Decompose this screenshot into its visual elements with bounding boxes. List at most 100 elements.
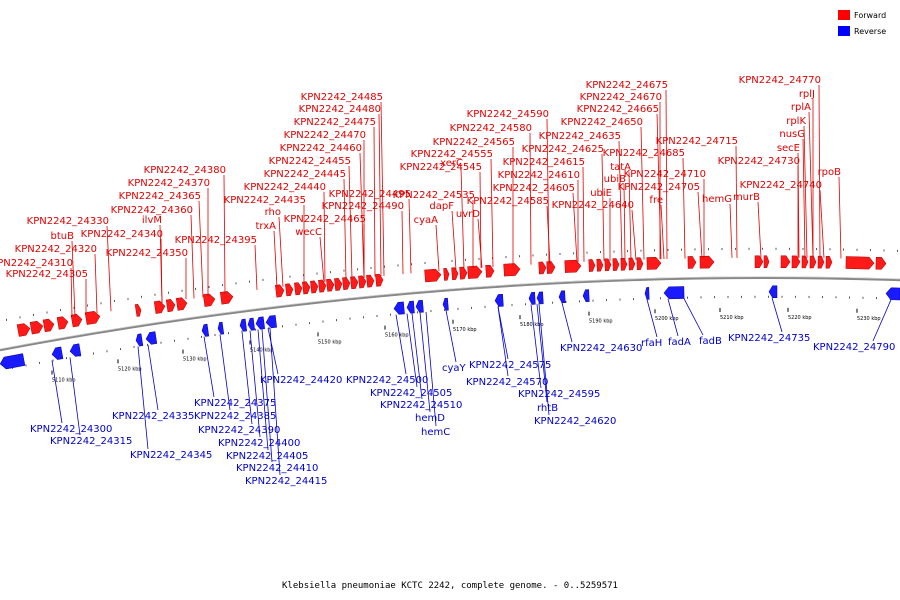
forward-gene-label: KPN2242_24770 [739,75,821,86]
forward-gene-arrow [175,297,188,311]
reverse-gene-label: KPN2242_24570 [466,377,548,388]
forward-leader-line [640,126,645,260]
forward-leader-line [808,111,814,258]
forward-genes [16,255,887,337]
reverse-leader-line [219,334,231,411]
forward-gene-label: KPN2242_24440 [244,182,326,193]
reverse-gene-label: KPN2242_24420 [260,375,342,386]
forward-leader-line [631,209,637,260]
reverse-gene-arrow [768,285,778,299]
forward-leader-line [601,153,605,262]
minor-tick [430,310,432,313]
reverse-leader-line [267,328,279,375]
forward-gene-arrow [817,255,825,269]
minor-tick [60,309,61,312]
forward-gene-arrow [16,323,31,337]
forward-leader-line [819,189,825,259]
reverse-gene-arrow [528,292,536,305]
tick-label: 5200 kbp [655,316,679,322]
forward-gene-arrow [275,284,285,298]
minor-tick [309,322,310,325]
forward-leader-line [546,205,551,264]
minor-tick [748,247,750,250]
forward-gene-label: KPN2242_24380 [144,165,226,176]
forward-gene-label: KPN2242_24635 [539,131,621,142]
forward-gene-label: KPN2242_24435 [224,195,306,206]
minor-tick [660,297,661,300]
forward-gene-arrow [443,268,450,281]
reverse-gene-arrow [885,287,900,301]
minor-tick [390,313,391,316]
minor-tick [262,278,264,281]
reverse-leader-line [536,304,548,403]
forward-gene-label: wecC [295,227,322,238]
minor-tick [160,341,162,344]
minor-tick [829,248,831,251]
reverse-leader-line [667,298,679,337]
minor-tick [322,320,324,323]
minor-tick [255,328,256,331]
reverse-leader-line [241,331,253,425]
minor-tick [295,323,297,326]
forward-leader-line [729,203,733,258]
minor-tick [754,295,756,298]
minor-tick [775,247,777,250]
tick-label: 5120 kbp [118,366,142,372]
reverse-gene-label: KPN2242_24595 [518,389,600,400]
minor-tick [795,295,796,298]
minor-tick [883,249,885,252]
forward-gene-label: uvrD [456,209,480,220]
minor-tick [336,319,337,322]
forward-gene-label: KPN2242_24365 [119,191,201,202]
forward-gene-arrow [754,255,764,269]
reverse-gene-arrow [239,318,248,332]
forward-gene-label: KPN2242_24685 [603,148,685,159]
genome-backbone [0,276,900,352]
forward-gene-label: KPN2242_24350 [106,248,188,259]
reverse-leader-line [137,346,149,450]
reverse-leader-line [683,298,704,336]
forward-gene-label: KPN2242_24470 [284,130,366,141]
reverse-leader-line [425,311,437,427]
minor-tick [214,333,216,336]
forward-gene-arrow [294,282,303,296]
minor-tick [519,255,520,258]
forward-gene-label: KPN2242_24740 [740,180,822,191]
minor-tick [133,345,135,348]
minor-tick [687,296,688,299]
forward-gene-arrow [42,318,55,333]
minor-tick [73,306,75,309]
forward-gene-arrow [596,258,604,272]
minor-tick [241,330,243,333]
minor-tick [532,254,534,257]
reverse-gene-label: KPN2242_24790 [813,342,895,353]
reverse-gene-arrow [663,286,685,300]
forward-gene-label: btuB [51,231,75,242]
reverse-leader-line [406,313,418,388]
reverse-gene-arrow [558,290,566,304]
minor-tick [181,289,183,292]
forward-gene-arrow [134,303,142,317]
forward-gene-arrow [825,255,833,269]
forward-leader-line [319,236,325,283]
forward-gene-arrow [358,275,367,289]
reverse-gene-label: hemD [415,413,445,424]
forward-gene-arrow [546,261,556,274]
genome-caption: Klebsiella pneumoniae KCTC 2242, complet… [282,581,618,591]
legend: Forward Reverse [838,10,886,36]
forward-gene-label: KPN2242_24545 [400,162,482,173]
minor-tick [714,296,715,299]
minor-tick [667,248,669,251]
reverse-gene-arrow [536,291,544,305]
forward-gene-labels: KPN2242_24305KPN2242_24310 KPN2242_24320 b… [0,75,841,280]
forward-gene-label: KPN2242_24490 [322,201,404,212]
forward-gene-label: KPN2242_24305 [6,269,88,280]
forward-gene-label: KPN2242_24640 [552,200,634,211]
forward-gene-label: KPN2242_24360 [111,205,193,216]
reverse-gene-arrow [51,346,64,360]
minor-tick [174,339,175,342]
forward-gene-label: KPN2242_24650 [561,117,643,128]
forward-gene-label: KPN2242_24320 [15,244,97,255]
genome-backbone-highlight [0,276,900,350]
tick-label: 5230 kbp [857,316,881,322]
